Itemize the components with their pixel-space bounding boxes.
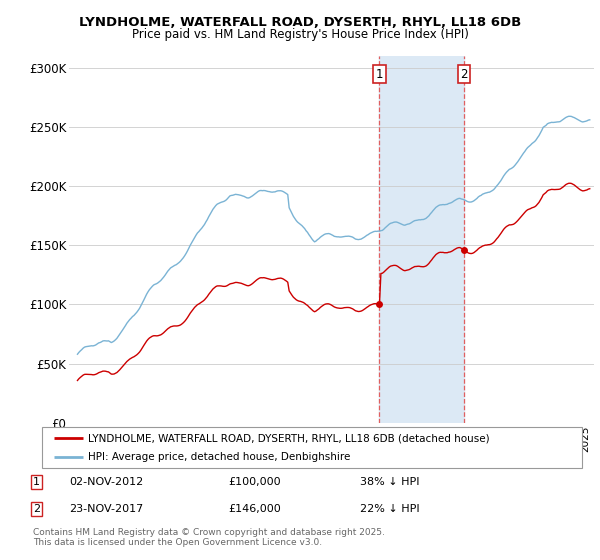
Text: 02-NOV-2012: 02-NOV-2012 <box>69 477 143 487</box>
Bar <box>379 56 464 423</box>
Text: £100,000: £100,000 <box>228 477 281 487</box>
Text: 1: 1 <box>376 68 383 81</box>
Text: 2: 2 <box>33 504 40 514</box>
Text: 23-NOV-2017: 23-NOV-2017 <box>69 504 143 514</box>
Text: Contains HM Land Registry data © Crown copyright and database right 2025.
This d: Contains HM Land Registry data © Crown c… <box>33 528 385 547</box>
Text: LYNDHOLME, WATERFALL ROAD, DYSERTH, RHYL, LL18 6DB: LYNDHOLME, WATERFALL ROAD, DYSERTH, RHYL… <box>79 16 521 29</box>
Text: HPI: Average price, detached house, Denbighshire: HPI: Average price, detached house, Denb… <box>88 452 350 461</box>
Text: 1: 1 <box>33 477 40 487</box>
Text: 2: 2 <box>460 68 468 81</box>
Text: £146,000: £146,000 <box>228 504 281 514</box>
Text: 38% ↓ HPI: 38% ↓ HPI <box>360 477 419 487</box>
Text: 22% ↓ HPI: 22% ↓ HPI <box>360 504 419 514</box>
Text: LYNDHOLME, WATERFALL ROAD, DYSERTH, RHYL, LL18 6DB (detached house): LYNDHOLME, WATERFALL ROAD, DYSERTH, RHYL… <box>88 433 490 443</box>
Text: Price paid vs. HM Land Registry's House Price Index (HPI): Price paid vs. HM Land Registry's House … <box>131 28 469 41</box>
